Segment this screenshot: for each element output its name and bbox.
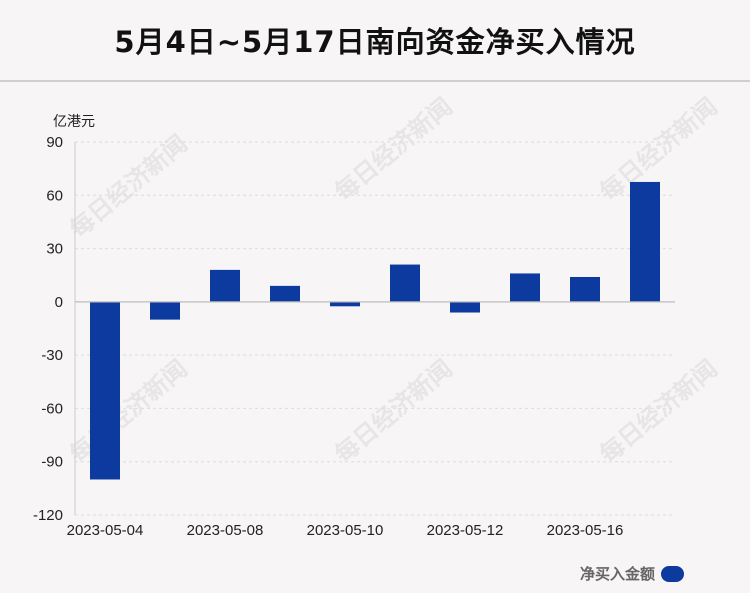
bar <box>630 181 660 302</box>
bar <box>210 269 240 302</box>
y-tick-label: -60 <box>41 400 63 417</box>
chart-area: 每日经济新闻 每日经济新闻 每日经济新闻 每日经济新闻 每日经济新闻 每日经济新… <box>0 82 750 593</box>
bar <box>450 301 480 313</box>
x-tick-label: 2023-05-10 <box>307 522 384 539</box>
legend: 净买入金额 <box>580 563 684 584</box>
y-tick-label: -120 <box>33 507 63 524</box>
bar <box>570 276 600 302</box>
page-title: 5月4日~5月17日南向资金净买入情况 <box>114 25 636 59</box>
y-tick-label: 0 <box>55 294 63 311</box>
x-tick-label: 2023-05-12 <box>427 522 504 539</box>
legend-label: 净买入金额 <box>579 565 655 583</box>
y-tick-label: -30 <box>41 347 63 364</box>
bar <box>90 301 120 480</box>
x-tick-label: 2023-05-16 <box>547 522 624 539</box>
x-tick-label: 2023-05-08 <box>187 522 264 539</box>
y-tick-label: 30 <box>46 241 63 258</box>
bar <box>150 301 180 320</box>
y-tick-label: -90 <box>41 454 63 471</box>
y-axis-label: 亿港元 <box>53 114 95 130</box>
bar <box>390 264 420 302</box>
bar <box>510 273 540 302</box>
x-tick-label: 2023-05-04 <box>67 522 144 539</box>
y-tick-label: 90 <box>46 134 63 151</box>
legend-swatch <box>661 565 684 582</box>
title-bar: 5月4日~5月17日南向资金净买入情况 <box>0 0 750 82</box>
bar <box>330 301 360 307</box>
y-tick-label: 60 <box>46 187 63 204</box>
bar <box>270 285 300 302</box>
